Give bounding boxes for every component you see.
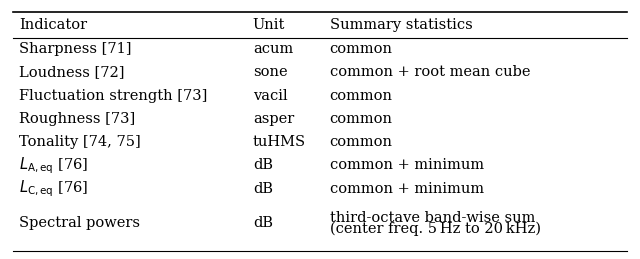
Text: third-octave band-wise sum: third-octave band-wise sum bbox=[330, 211, 535, 225]
Text: common + minimum: common + minimum bbox=[330, 158, 484, 172]
Text: Tonality [74, 75]: Tonality [74, 75] bbox=[19, 135, 141, 149]
Text: Loudness [72]: Loudness [72] bbox=[19, 65, 125, 80]
Text: common + root mean cube: common + root mean cube bbox=[330, 65, 530, 80]
Text: common: common bbox=[330, 89, 392, 103]
Text: Fluctuation strength [73]: Fluctuation strength [73] bbox=[19, 89, 207, 103]
Text: Indicator: Indicator bbox=[19, 18, 87, 32]
Text: acum: acum bbox=[253, 42, 293, 56]
Text: tuHMS: tuHMS bbox=[253, 135, 306, 149]
Text: (center freq. 5 Hz to 20 kHz): (center freq. 5 Hz to 20 kHz) bbox=[330, 222, 541, 236]
Text: Unit: Unit bbox=[253, 18, 285, 32]
Text: Spectral powers: Spectral powers bbox=[19, 216, 140, 230]
Text: dB: dB bbox=[253, 182, 273, 196]
Text: common: common bbox=[330, 112, 392, 126]
Text: Sharpness [71]: Sharpness [71] bbox=[19, 42, 132, 56]
Text: asper: asper bbox=[253, 112, 294, 126]
Text: dB: dB bbox=[253, 216, 273, 230]
Text: common: common bbox=[330, 42, 392, 56]
Text: sone: sone bbox=[253, 65, 287, 80]
Text: common: common bbox=[330, 135, 392, 149]
Text: $L_{\mathrm{C,eq}}$ [76]: $L_{\mathrm{C,eq}}$ [76] bbox=[19, 178, 88, 199]
Text: dB: dB bbox=[253, 158, 273, 172]
Text: vacil: vacil bbox=[253, 89, 287, 103]
Text: Summary statistics: Summary statistics bbox=[330, 18, 472, 32]
Text: $L_{\mathrm{A,eq}}$ [76]: $L_{\mathrm{A,eq}}$ [76] bbox=[19, 155, 88, 176]
Text: Roughness [73]: Roughness [73] bbox=[19, 112, 136, 126]
Text: common + minimum: common + minimum bbox=[330, 182, 484, 196]
